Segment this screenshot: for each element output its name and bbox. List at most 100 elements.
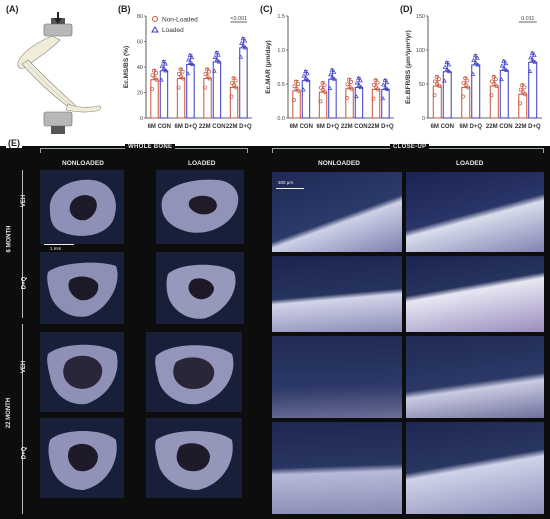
y-tick-label: 1.0 — [277, 48, 285, 54]
data-point-non-loaded — [461, 94, 465, 99]
data-point-non-loaded — [436, 77, 441, 82]
category-label: 22M D+Q — [515, 124, 541, 130]
data-point-non-loaded — [461, 80, 466, 85]
data-point-non-loaded — [149, 86, 154, 91]
data-point-non-loaded — [296, 81, 301, 86]
data-point-non-loaded — [492, 81, 497, 86]
data-point-non-loaded — [294, 79, 298, 84]
data-point-non-loaded — [372, 82, 376, 87]
chart-ec-bfr-bs: 0 50 100 150 Ec.BFR/BS (μm³/μm²/yr) 6M CON 6M … — [400, 0, 548, 148]
bar-non-loaded — [461, 86, 471, 119]
data-point-loaded — [331, 69, 337, 74]
data-point-non-loaded — [432, 93, 437, 98]
panel-label-c: (C) — [260, 4, 273, 14]
y-tick-label: 0 — [140, 116, 143, 122]
data-point-non-loaded — [231, 76, 236, 81]
charts-area: (A) (B) (C) (D) Non-Loaded Loaded 0 20 40 6… — [0, 0, 550, 148]
data-point-non-loaded — [181, 76, 186, 81]
data-point-non-loaded — [374, 85, 378, 90]
data-point-loaded — [188, 59, 193, 64]
closeup-22m-veh-loaded — [406, 336, 544, 418]
panel-label-a: (A) — [6, 4, 19, 14]
data-point-non-loaded — [291, 98, 296, 102]
data-point-non-loaded — [522, 85, 527, 90]
data-point-loaded — [240, 36, 246, 41]
row-label-22-month: 22 MONTH — [6, 397, 13, 429]
legend-non-loaded-marker — [152, 16, 158, 22]
data-point-loaded — [328, 72, 333, 77]
legend-non-loaded-label: Non-Loaded — [162, 17, 198, 24]
col-loaded-close: LOADED — [456, 160, 484, 167]
data-point-non-loaded — [205, 74, 210, 79]
y-tick-label: 40 — [137, 65, 143, 71]
data-point-non-loaded — [490, 79, 494, 84]
data-point-loaded — [382, 77, 388, 82]
data-point-non-loaded — [344, 95, 349, 100]
data-point-non-loaded — [179, 74, 183, 79]
data-point-loaded — [383, 84, 388, 89]
data-point-loaded — [305, 71, 310, 76]
data-point-loaded — [214, 57, 220, 62]
data-point-non-loaded — [491, 74, 496, 79]
data-point-loaded — [472, 53, 478, 58]
data-point-non-loaded — [347, 77, 351, 82]
data-point-non-loaded — [319, 85, 323, 90]
panel-label-b: (B) — [118, 4, 131, 14]
data-point-loaded — [356, 82, 362, 87]
category-label: 22M D+Q — [368, 124, 394, 130]
data-point-loaded — [475, 55, 480, 60]
data-point-loaded — [358, 78, 363, 83]
data-point-loaded — [241, 43, 246, 48]
col-nonloaded-close: NONLOADED — [318, 160, 360, 167]
data-point-loaded — [329, 67, 335, 72]
bar-loaded — [528, 61, 538, 119]
closeup-6m-veh-nonloaded — [272, 172, 402, 252]
category-label: 22M CON — [486, 124, 513, 130]
data-point-loaded — [446, 62, 452, 67]
data-point-non-loaded — [322, 83, 327, 88]
data-point-non-loaded — [296, 88, 301, 93]
data-point-non-loaded — [437, 84, 442, 88]
data-point-loaded — [305, 78, 311, 83]
data-point-loaded — [444, 60, 449, 65]
data-point-loaded — [471, 57, 476, 62]
category-label: 22M CON — [199, 124, 226, 130]
category-label: 6M D+Q — [316, 124, 339, 130]
data-point-loaded — [238, 54, 244, 59]
closeup-22m-dq-nonloaded — [272, 422, 402, 514]
data-point-loaded — [186, 57, 191, 62]
legend-loaded-label: Loaded — [162, 27, 184, 34]
data-point-non-loaded — [463, 83, 468, 88]
data-point-loaded — [354, 80, 360, 85]
bar-loaded — [381, 88, 390, 119]
data-point-loaded — [529, 50, 535, 55]
closeup-6m-dq-nonloaded — [272, 256, 402, 332]
bar-non-loaded — [292, 90, 301, 119]
bar-non-loaded — [489, 85, 499, 119]
data-point-loaded — [163, 61, 168, 66]
chart-ec-ms-bs: 0 20 40 60 80 Ec.MS/BS (%) 6M CON 6M D+Q 22M CON… — [118, 0, 258, 148]
col-nonloaded-whole: NONLOADED — [62, 160, 104, 167]
row-label-dq-22: D+Q — [21, 446, 28, 460]
data-point-non-loaded — [205, 67, 209, 72]
closeup-6m-veh-loaded — [406, 172, 544, 252]
data-point-loaded — [447, 69, 452, 74]
data-point-loaded — [301, 73, 307, 78]
data-point-loaded — [212, 54, 218, 59]
whole-bone-title: WHOLE BONE — [125, 144, 176, 150]
significance-label: <0.001 — [230, 16, 247, 22]
y-tick-label: 50 — [419, 82, 425, 88]
data-point-non-loaded — [347, 84, 352, 89]
category-label: 6M CON — [431, 124, 454, 130]
histology-panel: (E) WHOLE BONE CLOSE-UP NONLOADED LOADED… — [0, 138, 550, 519]
data-point-loaded — [470, 71, 476, 76]
data-point-loaded — [301, 87, 306, 92]
row-label-veh-6: VEH — [21, 194, 28, 208]
data-point-non-loaded — [320, 81, 325, 85]
data-point-loaded — [504, 67, 509, 72]
data-point-non-loaded — [230, 80, 234, 85]
closeup-22m-dq-loaded — [406, 422, 544, 514]
data-point-loaded — [303, 68, 308, 73]
data-point-non-loaded — [433, 79, 437, 84]
data-point-loaded — [216, 52, 221, 57]
